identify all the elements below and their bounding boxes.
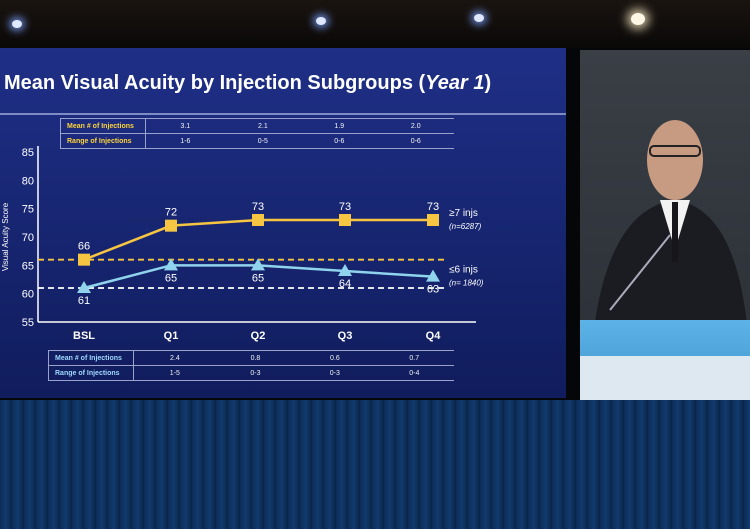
stage-light	[12, 20, 22, 28]
data-label: 73	[339, 201, 351, 213]
table-cell: 0-6	[377, 133, 454, 149]
stage-light	[631, 13, 645, 25]
data-label: 63	[427, 284, 439, 296]
y-tick-label: 75	[22, 204, 34, 216]
title-divider	[0, 113, 566, 115]
data-point-square	[427, 214, 439, 226]
data-label: 72	[165, 207, 177, 219]
data-label: 65	[252, 272, 264, 284]
stage-light	[474, 14, 484, 22]
data-point-triangle	[338, 264, 352, 276]
data-label: 66	[78, 241, 90, 253]
data-label: 64	[339, 278, 351, 290]
table-row: Range of Injections 1-6 0-5 0-6 0-6	[60, 133, 454, 149]
y-tick-label: 85	[22, 147, 34, 159]
y-tick-label: 65	[22, 260, 34, 272]
slide-title-end: )	[484, 72, 492, 94]
table-cell: 0-4	[374, 365, 454, 381]
table-cell: 0-6	[301, 133, 378, 149]
y-tick-label: 60	[22, 289, 34, 301]
data-point-square	[78, 253, 90, 266]
x-tick-label: Q2	[251, 330, 266, 342]
data-label: 73	[427, 201, 439, 213]
bottom-injection-table: Mean # of Injections 2.4 0.8 0.6 0.7 Ran…	[48, 350, 454, 381]
table-cell: 0-3	[295, 365, 375, 381]
series-n-label: (n= 1840)	[449, 279, 484, 288]
slide-title: Mean Visual Acuity by Injection Subgroup…	[4, 72, 491, 95]
table-cell: 0-3	[215, 365, 296, 381]
table-row: Range of Injections 1-5 0-3 0-3 0-4	[48, 365, 454, 381]
y-tick-label: 55	[22, 317, 34, 329]
stage-light	[316, 17, 326, 25]
data-point-square	[165, 219, 177, 232]
table-cell: 2.4	[133, 350, 216, 366]
x-tick-label: Q4	[426, 330, 442, 342]
x-tick-label: Q1	[164, 330, 179, 342]
series-label: ≥7 injs	[449, 208, 478, 219]
y-tick-label: 80	[22, 175, 34, 187]
series-n-label: (n=6287)	[449, 222, 482, 231]
y-axis-title: Visual Acuity Score	[1, 202, 10, 271]
data-label: 73	[252, 201, 264, 213]
table-row-label: Mean # of Injections	[48, 350, 134, 366]
data-point-triangle	[164, 258, 178, 271]
data-point-triangle	[251, 258, 265, 271]
data-point-square	[252, 214, 264, 226]
speaker-video-screen	[580, 50, 750, 400]
stage-curtain	[0, 400, 750, 529]
table-row-label: Range of Injections	[48, 365, 134, 381]
table-row: Mean # of Injections 2.4 0.8 0.6 0.7	[48, 350, 454, 366]
table-cell: 0.8	[215, 350, 296, 366]
visual-acuity-chart: 55 60 65 70 75 80 85 Visual Acuity Score BSL Q1 Q2…	[1, 146, 484, 342]
table-cell: 0.6	[295, 350, 375, 366]
table-cell: 1-6	[145, 133, 225, 149]
slide-title-main: Mean Visual Acuity by Injection Subgroup…	[4, 72, 426, 94]
podium-banner	[580, 356, 750, 400]
slide-title-year: Year 1	[425, 72, 485, 94]
ceiling	[0, 0, 750, 48]
data-label: 61	[78, 295, 90, 307]
table-cell: 1-5	[133, 365, 216, 381]
data-label: 65	[165, 272, 177, 284]
series-label: ≤6 injs	[449, 265, 478, 276]
table-row-label: Range of Injections	[60, 133, 146, 149]
x-tick-label: Q3	[338, 330, 353, 342]
table-cell: 0-5	[224, 133, 302, 149]
data-point-triangle	[426, 269, 440, 282]
data-point-square	[339, 214, 351, 226]
table-cell: 0.7	[374, 350, 454, 366]
y-tick-label: 70	[22, 232, 34, 244]
presentation-slide: Mean Visual Acuity by Injection Subgroup…	[0, 48, 566, 398]
top-injection-table: Mean # of Injections 3.1 2.1 1.9 2.0 Ran…	[60, 118, 454, 149]
x-tick-label: BSL	[73, 330, 95, 342]
data-point-triangle	[77, 281, 91, 293]
